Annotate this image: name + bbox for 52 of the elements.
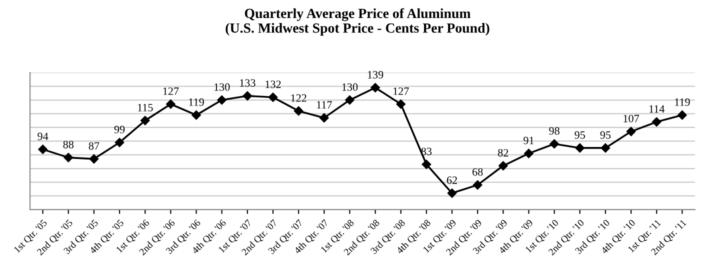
point bbox=[64, 152, 74, 162]
data-label: 119 bbox=[189, 98, 204, 106]
point bbox=[575, 143, 585, 153]
point bbox=[550, 139, 559, 148]
point bbox=[140, 116, 150, 126]
data-label: 130 bbox=[214, 83, 230, 91]
point bbox=[524, 148, 534, 158]
point bbox=[89, 154, 99, 164]
data-label: 91 bbox=[524, 136, 534, 144]
point bbox=[678, 110, 687, 120]
data-label: 133 bbox=[240, 79, 256, 87]
point bbox=[268, 92, 278, 102]
data-label: 82 bbox=[498, 149, 508, 157]
data-label: 107 bbox=[624, 114, 640, 122]
data-label: 114 bbox=[649, 105, 665, 113]
point bbox=[320, 113, 329, 122]
point bbox=[652, 117, 662, 127]
data-label: 139 bbox=[368, 71, 384, 78]
data-label: 115 bbox=[138, 104, 153, 112]
point bbox=[447, 188, 457, 198]
data-label: 119 bbox=[675, 98, 690, 106]
point bbox=[498, 161, 508, 170]
data-label: 94 bbox=[38, 132, 48, 140]
data-label: 117 bbox=[316, 101, 332, 109]
data-label: 127 bbox=[163, 87, 179, 95]
point bbox=[38, 144, 48, 154]
data-label: 122 bbox=[291, 94, 306, 102]
chart-title: Quarterly Average Price of Aluminum (U.S. Midwest Spot Price - Cents Per Pound) bbox=[226, 8, 490, 36]
point bbox=[370, 83, 380, 92]
point bbox=[294, 106, 304, 116]
point bbox=[166, 99, 176, 109]
point bbox=[114, 138, 124, 148]
point bbox=[345, 95, 354, 105]
data-label: 95 bbox=[600, 131, 611, 139]
data-label: 87 bbox=[88, 142, 100, 150]
point bbox=[600, 143, 610, 153]
data-label: 98 bbox=[549, 127, 560, 135]
data-label: 95 bbox=[574, 131, 586, 139]
data-label: 62 bbox=[446, 176, 457, 184]
point bbox=[472, 180, 482, 190]
data-label: 68 bbox=[472, 168, 483, 176]
point bbox=[217, 95, 226, 105]
point bbox=[422, 160, 432, 170]
data-label: 132 bbox=[266, 80, 281, 88]
point bbox=[242, 91, 252, 101]
point bbox=[626, 126, 636, 136]
point bbox=[192, 110, 201, 120]
data-label: 127 bbox=[394, 87, 409, 95]
data-label: 88 bbox=[63, 140, 74, 148]
data-label: 130 bbox=[342, 83, 358, 91]
point bbox=[396, 99, 406, 109]
data-label: 99 bbox=[114, 126, 125, 134]
